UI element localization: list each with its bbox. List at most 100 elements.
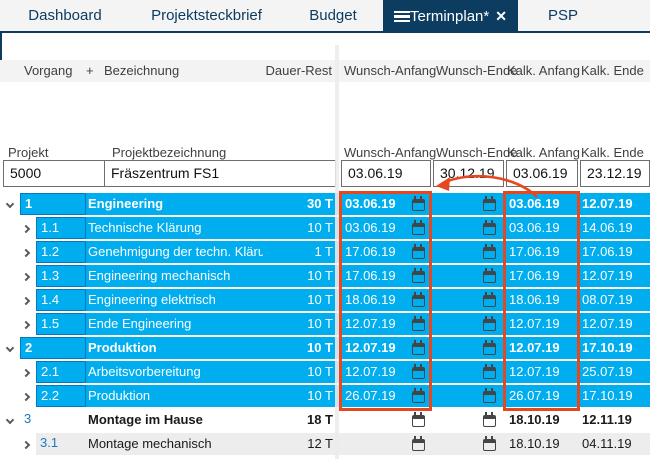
- row-number[interactable]: 2.2: [36, 385, 86, 407]
- row-expander[interactable]: [21, 247, 33, 259]
- row-expander[interactable]: [21, 271, 33, 283]
- row-name[interactable]: Engineering: [88, 196, 164, 211]
- calendar-icon[interactable]: [483, 316, 496, 331]
- table-row[interactable]: 2 Produktion 10 T 12.07.19 12.07.19: [0, 337, 650, 361]
- row-duration[interactable]: 10 T: [307, 220, 333, 235]
- row-number[interactable]: 3.1: [40, 435, 59, 450]
- row-wunsch-anfang-cell[interactable]: 12.07.19: [341, 337, 431, 359]
- project-kalk-anfang-field[interactable]: 03.06.19: [506, 160, 578, 187]
- table-row[interactable]: 1.1 Technische Klärung 10 T 03.06.19 03.…: [0, 217, 650, 241]
- table-row[interactable]: 1.4 Engineering elektrisch 10 T 18.06.19…: [0, 289, 650, 313]
- calendar-icon[interactable]: [412, 340, 425, 355]
- row-wunsch-anfang-cell[interactable]: 12.07.19: [341, 361, 431, 383]
- row-duration[interactable]: 10 T: [307, 292, 333, 307]
- tab-dashboard[interactable]: Dashboard: [28, 7, 102, 24]
- row-bar[interactable]: 1.3 Engineering mechanisch 10 T 17.06.19…: [36, 265, 650, 287]
- table-row[interactable]: 2.1 Arbeitsvorbereitung 10 T 12.07.19 12…: [0, 361, 650, 385]
- row-number[interactable]: 2: [20, 337, 86, 359]
- calendar-icon[interactable]: [483, 388, 496, 403]
- column-header-kalk-anfang[interactable]: Kalk. Anfang: [507, 63, 580, 78]
- row-duration[interactable]: 10 T: [306, 340, 333, 355]
- column-header-bezeichnung[interactable]: Bezeichnung: [104, 63, 180, 78]
- row-expander[interactable]: [21, 223, 33, 235]
- row-bar[interactable]: 1.1 Technische Klärung 10 T 03.06.19 03.…: [36, 217, 650, 239]
- row-number[interactable]: 1.3: [36, 265, 86, 287]
- calendar-icon[interactable]: [483, 196, 496, 211]
- row-wunsch-ende-cell[interactable]: [433, 385, 504, 407]
- calendar-icon[interactable]: [483, 244, 496, 259]
- table-row[interactable]: 1.2 Genehmigung der techn. Klärung 1 T 1…: [0, 241, 650, 265]
- row-duration[interactable]: 10 T: [307, 316, 333, 331]
- row-wunsch-anfang-cell[interactable]: 12.07.19: [341, 313, 431, 335]
- row-wunsch-ende-cell[interactable]: [433, 241, 504, 263]
- row-wunsch-ende-cell[interactable]: [433, 193, 504, 215]
- row-wunsch-anfang-cell[interactable]: [341, 409, 431, 431]
- row-bar[interactable]: 3.1 Montage mechanisch 12 T 18.10.19: [36, 433, 650, 455]
- row-number[interactable]: 1.1: [36, 217, 86, 239]
- calendar-icon[interactable]: [412, 364, 425, 379]
- tab-budget[interactable]: Budget: [309, 7, 357, 24]
- row-number[interactable]: 1: [20, 193, 86, 215]
- row-wunsch-ende-cell[interactable]: [433, 361, 504, 383]
- row-duration[interactable]: 12 T: [307, 436, 333, 451]
- table-row[interactable]: 1.5 Ende Engineering 10 T 12.07.19 12.07…: [0, 313, 650, 337]
- row-expander[interactable]: [4, 415, 16, 427]
- row-wunsch-ende-cell[interactable]: [433, 313, 504, 335]
- row-name[interactable]: Montage mechanisch: [88, 436, 212, 451]
- row-name[interactable]: Ende Engineering: [88, 316, 192, 331]
- row-name[interactable]: Montage im Hause: [88, 412, 203, 427]
- tab-projektsteckbrief[interactable]: Projektsteckbrief: [151, 7, 262, 24]
- table-row[interactable]: 3 Montage im Hause 18 T 18.10.19: [0, 409, 650, 433]
- row-expander[interactable]: [21, 439, 33, 451]
- row-duration[interactable]: 10 T: [307, 268, 333, 283]
- row-wunsch-ende-cell[interactable]: [433, 409, 504, 431]
- row-wunsch-anfang-cell[interactable]: 17.06.19: [341, 241, 431, 263]
- row-duration[interactable]: 18 T: [306, 412, 333, 427]
- row-number[interactable]: 1.5: [36, 313, 86, 335]
- tab-psp[interactable]: PSP: [547, 7, 578, 24]
- column-header-vorgang[interactable]: Vorgang: [24, 63, 73, 78]
- column-header-dauer-rest[interactable]: Dauer-Rest: [265, 63, 332, 78]
- calendar-icon[interactable]: [412, 316, 425, 331]
- close-tab-icon[interactable]: ✕: [495, 8, 507, 24]
- row-wunsch-anfang-cell[interactable]: 17.06.19: [341, 265, 431, 287]
- row-bar[interactable]: 1.2 Genehmigung der techn. Klärung 1 T 1…: [36, 241, 650, 263]
- calendar-icon[interactable]: [483, 436, 496, 451]
- calendar-icon[interactable]: [412, 412, 425, 427]
- row-duration[interactable]: 1 T: [314, 244, 333, 259]
- calendar-icon[interactable]: [412, 244, 425, 259]
- row-wunsch-ende-cell[interactable]: [433, 217, 504, 239]
- calendar-icon[interactable]: [412, 196, 425, 211]
- row-wunsch-anfang-cell[interactable]: [341, 433, 431, 455]
- row-bar[interactable]: 1.4 Engineering elektrisch 10 T 18.06.19…: [36, 289, 650, 311]
- row-name[interactable]: Produktion: [88, 340, 157, 355]
- column-header-wunsch-ende[interactable]: Wunsch-Ende: [436, 63, 518, 78]
- row-bar[interactable]: 2.2 Produktion 10 T 26.07.19 26.07.19: [36, 385, 650, 407]
- project-name-field[interactable]: Fräszentrum FS1: [104, 160, 336, 187]
- calendar-icon[interactable]: [483, 268, 496, 283]
- row-expander[interactable]: [4, 343, 16, 355]
- calendar-icon[interactable]: [483, 292, 496, 307]
- row-bar[interactable]: 2.1 Arbeitsvorbereitung 10 T 12.07.19 12…: [36, 361, 650, 383]
- hamburger-menu-icon[interactable]: [394, 11, 410, 22]
- row-wunsch-anfang-cell[interactable]: 03.06.19: [341, 193, 431, 215]
- row-name[interactable]: Arbeitsvorbereitung: [88, 364, 201, 379]
- row-expander[interactable]: [4, 199, 16, 211]
- row-number[interactable]: 2.1: [36, 361, 86, 383]
- table-row[interactable]: 2.2 Produktion 10 T 26.07.19 26.07.19: [0, 385, 650, 409]
- row-wunsch-anfang-cell[interactable]: 03.06.19: [341, 217, 431, 239]
- row-expander[interactable]: [21, 295, 33, 307]
- column-header-wunsch-anfang[interactable]: Wunsch-Anfang: [344, 63, 437, 78]
- project-wunsch-ende-field[interactable]: 30.12.19: [433, 160, 504, 187]
- row-duration[interactable]: 10 T: [307, 388, 333, 403]
- calendar-icon[interactable]: [483, 340, 496, 355]
- column-header-kalk-ende[interactable]: Kalk. Ende: [581, 63, 644, 78]
- row-number[interactable]: 1.2: [36, 241, 86, 263]
- row-wunsch-ende-cell[interactable]: [433, 265, 504, 287]
- calendar-icon[interactable]: [483, 412, 496, 427]
- row-name[interactable]: Engineering elektrisch: [88, 292, 216, 307]
- calendar-icon[interactable]: [412, 220, 425, 235]
- row-name[interactable]: Produktion: [88, 388, 151, 403]
- row-expander[interactable]: [21, 391, 33, 403]
- pane-divider[interactable]: [335, 45, 339, 459]
